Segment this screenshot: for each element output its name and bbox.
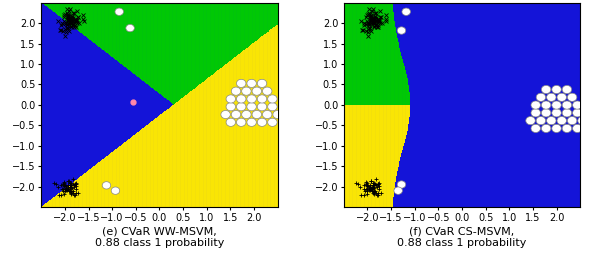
Circle shape <box>231 87 241 95</box>
Circle shape <box>241 87 251 95</box>
Circle shape <box>236 79 246 87</box>
Circle shape <box>562 86 572 94</box>
Circle shape <box>236 95 246 103</box>
Circle shape <box>552 124 561 132</box>
Circle shape <box>236 103 246 111</box>
Circle shape <box>547 93 556 101</box>
Circle shape <box>257 103 267 111</box>
Circle shape <box>267 118 277 126</box>
Circle shape <box>267 103 277 111</box>
X-axis label: (e) CVaR WW-MSVM,
0.88 class 1 probability: (e) CVaR WW-MSVM, 0.88 class 1 probabili… <box>95 227 224 248</box>
Circle shape <box>226 103 236 111</box>
Circle shape <box>531 101 541 109</box>
Circle shape <box>236 118 246 126</box>
Circle shape <box>231 110 241 119</box>
Circle shape <box>102 182 111 189</box>
Circle shape <box>247 95 256 103</box>
Circle shape <box>247 79 256 87</box>
Circle shape <box>115 8 124 15</box>
Circle shape <box>557 93 567 101</box>
Circle shape <box>552 86 561 94</box>
Circle shape <box>267 95 277 103</box>
Circle shape <box>578 116 587 125</box>
Circle shape <box>397 27 406 34</box>
Circle shape <box>394 187 402 194</box>
Circle shape <box>552 109 561 117</box>
Circle shape <box>547 116 556 125</box>
Circle shape <box>562 124 572 132</box>
Circle shape <box>111 187 120 194</box>
Circle shape <box>263 110 272 119</box>
Circle shape <box>257 79 267 87</box>
Circle shape <box>573 124 582 132</box>
Circle shape <box>562 109 572 117</box>
Circle shape <box>567 116 577 125</box>
Circle shape <box>573 109 582 117</box>
Circle shape <box>562 101 572 109</box>
Circle shape <box>252 87 262 95</box>
Circle shape <box>126 24 134 32</box>
Circle shape <box>263 87 272 95</box>
Circle shape <box>397 181 406 188</box>
Circle shape <box>402 8 411 15</box>
Circle shape <box>557 116 567 125</box>
Circle shape <box>221 110 230 119</box>
Circle shape <box>541 101 551 109</box>
Circle shape <box>226 118 236 126</box>
Circle shape <box>252 110 262 119</box>
Circle shape <box>552 101 561 109</box>
X-axis label: (f) CVaR CS-MSVM,
0.88 class 1 probability: (f) CVaR CS-MSVM, 0.88 class 1 probabili… <box>398 227 527 248</box>
Circle shape <box>531 109 541 117</box>
Circle shape <box>536 93 545 101</box>
Circle shape <box>257 118 267 126</box>
Circle shape <box>247 103 256 111</box>
Circle shape <box>531 124 541 132</box>
Circle shape <box>541 86 551 94</box>
Circle shape <box>257 95 267 103</box>
Circle shape <box>241 110 251 119</box>
Circle shape <box>247 118 256 126</box>
Circle shape <box>273 110 282 119</box>
Circle shape <box>536 116 545 125</box>
Circle shape <box>573 101 582 109</box>
Circle shape <box>226 95 236 103</box>
Circle shape <box>567 93 577 101</box>
Circle shape <box>541 124 551 132</box>
Circle shape <box>526 116 535 125</box>
Circle shape <box>541 109 551 117</box>
